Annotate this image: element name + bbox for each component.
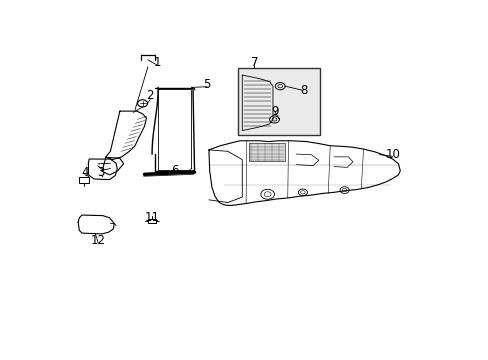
Bar bbox=[238, 68, 319, 135]
Text: 6: 6 bbox=[171, 164, 178, 177]
Text: 8: 8 bbox=[299, 84, 307, 97]
Text: 12: 12 bbox=[91, 234, 105, 247]
Text: 5: 5 bbox=[203, 78, 210, 91]
Text: 3: 3 bbox=[97, 166, 104, 179]
Text: 9: 9 bbox=[271, 105, 279, 118]
Text: 7: 7 bbox=[250, 56, 258, 69]
Text: 1: 1 bbox=[154, 56, 161, 69]
Bar bbox=[79, 176, 89, 183]
Bar bbox=[148, 219, 156, 223]
Text: 2: 2 bbox=[146, 89, 154, 102]
Bar bbox=[248, 143, 284, 161]
Text: 11: 11 bbox=[144, 211, 159, 224]
Text: 10: 10 bbox=[385, 148, 399, 161]
Text: 4: 4 bbox=[81, 166, 88, 179]
